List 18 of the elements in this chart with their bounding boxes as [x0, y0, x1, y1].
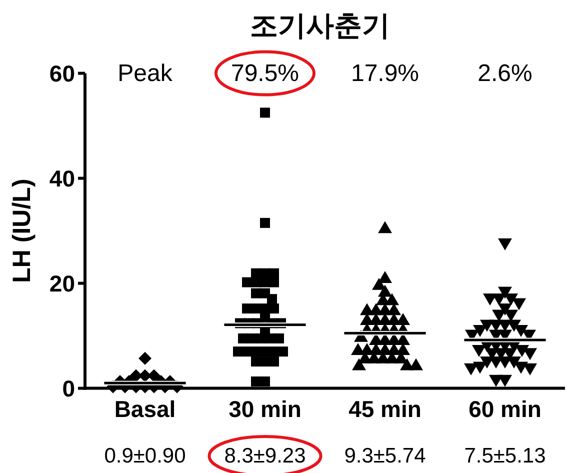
- text: 9.3±5.74: [344, 444, 426, 468]
- annotation: 79.5%: [230, 60, 300, 87]
- x-tick-label: 30 min: [228, 396, 302, 422]
- x-tick-label: 45 min: [348, 396, 422, 422]
- annotation: 17.9%: [350, 60, 420, 87]
- y-tick-label: 40: [49, 165, 75, 192]
- x-tick-label: 60 min: [468, 396, 542, 422]
- y-tick-label: 20: [49, 270, 75, 296]
- annotation: Peak: [118, 60, 174, 87]
- x-tick-label: Basal: [114, 396, 176, 422]
- annotation: 2.6%: [478, 60, 532, 87]
- text: 8.3±9.23: [224, 444, 306, 468]
- title: 조기사춘기: [250, 10, 390, 41]
- text: 0.9±0.90: [104, 444, 186, 468]
- y-tick-label: 0: [62, 375, 75, 402]
- y-tick-label: 60: [49, 60, 75, 86]
- text: 7.5±5.13: [464, 444, 546, 468]
- ylabel: LH (IU/L): [8, 178, 36, 283]
